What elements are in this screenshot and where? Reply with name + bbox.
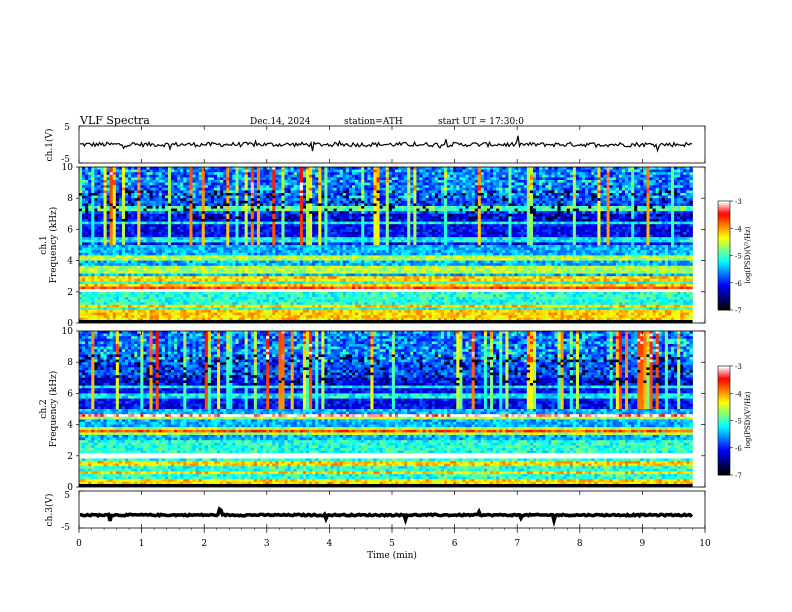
ch1-colorbar: -3 -4 -5 -6 -7 log(PSD)(V²/Hz) xyxy=(718,198,752,315)
x-tick-label: 6 xyxy=(452,539,458,549)
ch1-ylabel: ch.1(V) xyxy=(44,129,55,162)
x-tick-label: 2 xyxy=(201,539,207,549)
colorbar-tick-label: -7 xyxy=(735,472,742,480)
x-tick-label: 7 xyxy=(514,539,520,549)
ch1-ytick-top: 5 xyxy=(64,123,70,133)
x-tick-label: 5 xyxy=(389,539,395,549)
freq-tick-label: 4 xyxy=(67,421,73,431)
ch3-ylabel: ch.3(V) xyxy=(44,494,55,527)
freq-tick-label: 8 xyxy=(67,358,73,368)
freq-tick-label: 10 xyxy=(62,163,74,173)
freq-tick-label: 4 xyxy=(67,257,73,267)
ch3-waveform-frame xyxy=(79,491,705,528)
freq-tick-label: 2 xyxy=(67,452,73,462)
colorbar-tick-label: -6 xyxy=(735,445,742,453)
ch3-ytick-bottom: -5 xyxy=(61,523,70,533)
x-tick-label: 9 xyxy=(640,539,646,549)
ch1-colorbar-ticks: -3 -4 -5 -6 -7 xyxy=(730,198,742,315)
x-tick-label: 1 xyxy=(139,539,145,549)
chart-title: VLF Spectra xyxy=(79,114,150,127)
colorbar-tick-label: -4 xyxy=(735,225,742,233)
ch2-colorbar-ticks: -3 -4 -5 -6 -7 xyxy=(730,363,742,480)
colorbar-tick-label: -7 xyxy=(735,307,742,315)
date-label: Dec.14, 2024 xyxy=(250,117,311,127)
ch2-colorbar: -3 -4 -5 -6 -7 log(PSD)(V²/Hz) xyxy=(718,363,752,480)
colorbar-tick-label: -3 xyxy=(735,198,742,206)
freq-tick-label: 6 xyxy=(67,225,73,235)
ch1-waveform-panel: ch.1(V) 5 -5 xyxy=(44,123,705,165)
ch1-spec-ylabel-frequency: Frequency (kHz) xyxy=(48,207,59,284)
x-tick-label: 4 xyxy=(327,539,333,549)
freq-tick-label: 6 xyxy=(67,389,73,399)
x-tick-label: 10 xyxy=(699,539,711,549)
ch2-colorbar-gradient xyxy=(718,366,730,475)
ch1-colorbar-gradient xyxy=(718,201,730,310)
ch3-ytick-top: 5 xyxy=(64,491,70,501)
station-label: station=ATH xyxy=(344,117,403,127)
freq-tick-label: 8 xyxy=(67,194,73,204)
x-axis-label: Time (min) xyxy=(367,550,417,561)
ch2-spec-ylabel-frequency: Frequency (kHz) xyxy=(48,371,59,448)
freq-tick-label: 2 xyxy=(67,288,73,298)
ch2-spectrogram-image xyxy=(79,331,693,487)
ch3-waveform-trace xyxy=(80,509,692,521)
x-tick-label: 3 xyxy=(264,539,270,549)
colorbar-tick-label: -6 xyxy=(735,280,742,288)
colorbar-tick-label: -5 xyxy=(735,418,742,426)
ch2-colorbar-label: log(PSD)(V²/Hz) xyxy=(744,391,752,448)
ch1-spec-ylabel-channel: ch.1 xyxy=(39,235,49,254)
colorbar-tick-label: -4 xyxy=(735,390,742,398)
colorbar-tick-label: -3 xyxy=(735,363,742,371)
colorbar-tick-label: -5 xyxy=(735,253,742,261)
ch1-colorbar-label: log(PSD)(V²/Hz) xyxy=(744,226,752,283)
freq-tick-label: 10 xyxy=(62,327,74,337)
ch1-spectrogram-image xyxy=(79,167,693,323)
ch3-waveform-panel: ch.3(V) 5 -5 xyxy=(44,491,705,533)
start-time-label: start UT = 17:30:0 xyxy=(438,117,524,127)
ch1-waveform-trace xyxy=(80,136,692,151)
x-tick-label: 8 xyxy=(577,539,583,549)
ch2-spec-ylabel-channel: ch.2 xyxy=(39,399,49,418)
x-tick-label: 0 xyxy=(76,539,82,549)
